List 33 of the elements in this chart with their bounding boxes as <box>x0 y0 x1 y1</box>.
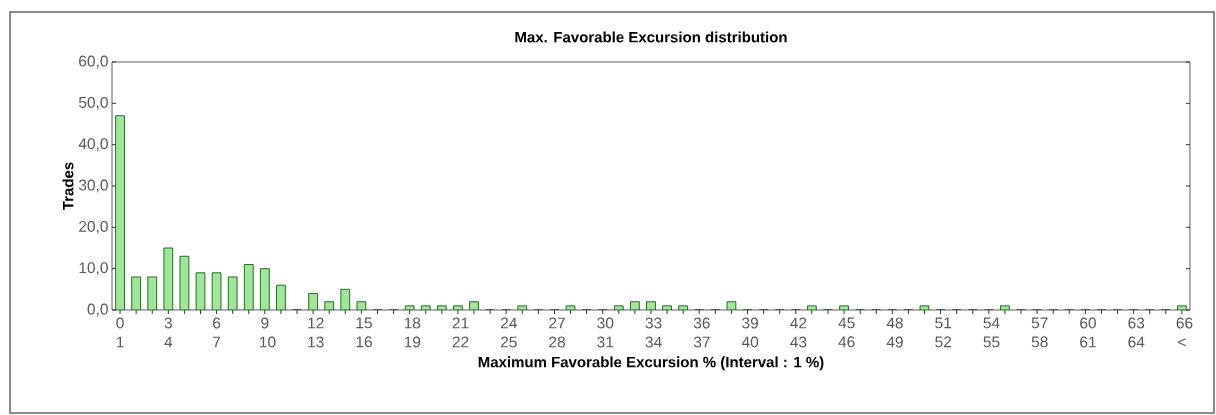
y-tick-label: 10,0 <box>79 262 108 276</box>
x-tick-label: 3 4 <box>164 317 173 348</box>
x-tick-label: 30 31 <box>597 317 614 348</box>
x-tick-label: 27 28 <box>549 317 566 348</box>
x-tick-label: 51 52 <box>935 317 952 348</box>
x-tick-label: 18 19 <box>404 317 421 348</box>
x-tick-label: 21 22 <box>452 317 469 348</box>
x-tick-label: 0 1 <box>116 317 124 348</box>
x-tick-label: 54 55 <box>983 317 1000 348</box>
y-tick-label: 0,0 <box>87 303 108 317</box>
x-tick-label: 15 16 <box>356 317 372 348</box>
y-axis-title: Trades <box>62 162 74 210</box>
x-axis-title: Maximum Favorable Excursion % (Interval : 1 %) <box>478 356 824 371</box>
x-tick-label: 36 37 <box>693 317 710 348</box>
x-tick-label: 33 34 <box>645 317 662 348</box>
x-tick-label: 63 64 <box>1128 317 1145 348</box>
y-tick-label: 30,0 <box>78 179 108 193</box>
y-tick-label: 60,0 <box>79 55 108 69</box>
chart-title: Max. Favorable Excursion distribution <box>515 31 787 43</box>
x-tick-label: 60 61 <box>1080 317 1096 348</box>
x-tick-label: 39 40 <box>741 317 759 348</box>
y-tick-label: 50,0 <box>78 96 108 110</box>
x-tick-label: 9 10 <box>260 317 276 348</box>
x-tick-label: 48 49 <box>886 317 903 348</box>
x-tick-label: 45 46 <box>838 317 855 348</box>
x-tick-label: 6 7 <box>213 317 221 348</box>
x-tick-label: 42 43 <box>790 317 807 348</box>
y-tick-label: 20,0 <box>79 220 108 234</box>
x-tick-label: 24 25 <box>500 317 517 348</box>
x-tick-label: 12 13 <box>308 317 324 348</box>
y-tick-label: 40,0 <box>78 138 108 152</box>
x-tick-label: 66 < <box>1176 317 1193 347</box>
x-tick-label: 57 58 <box>1031 317 1048 348</box>
